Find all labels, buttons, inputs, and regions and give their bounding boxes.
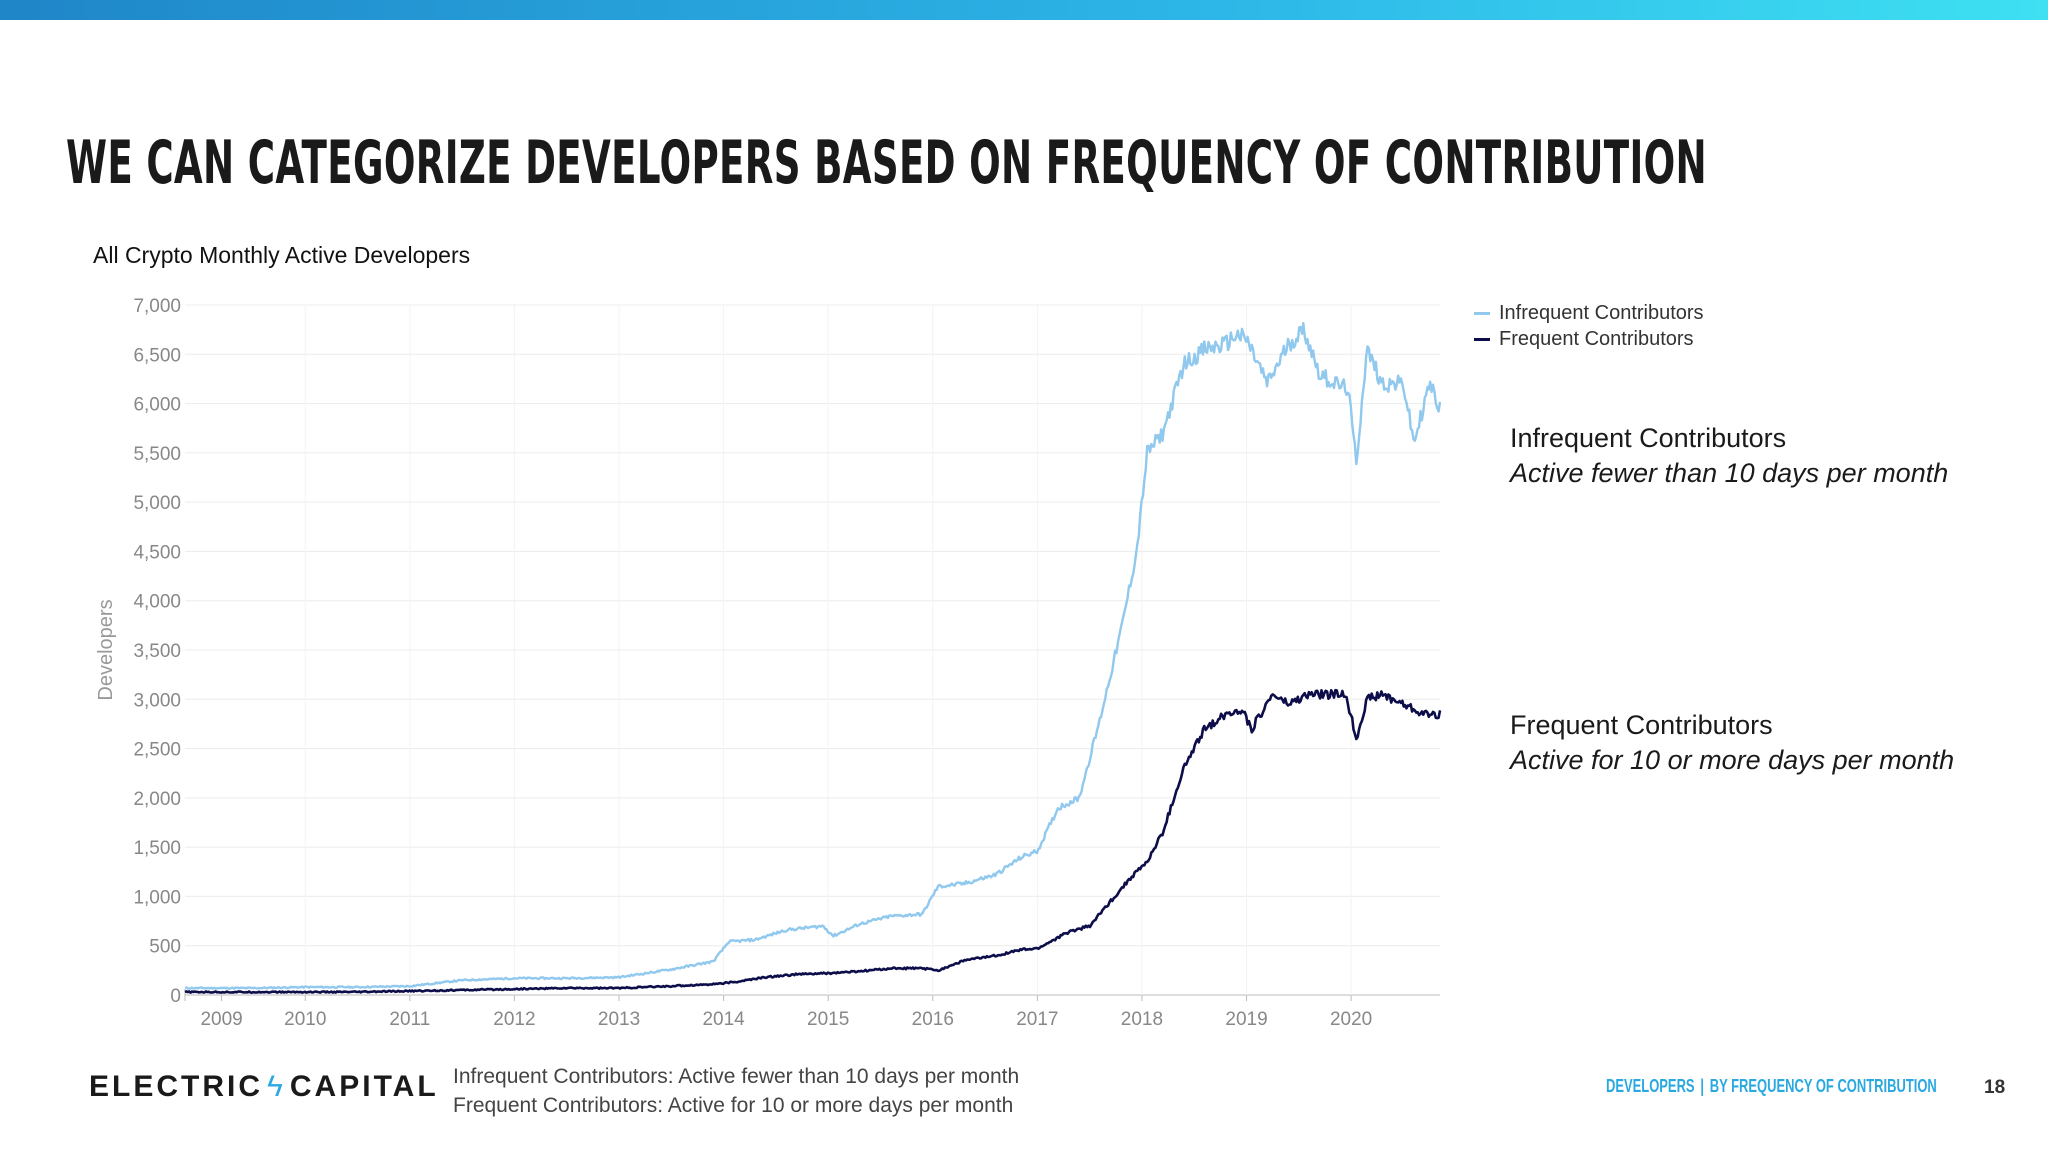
- y-tick-label: 7,000: [133, 296, 181, 317]
- x-tick-label: 2010: [284, 1009, 326, 1030]
- chart-grid: [185, 304, 1440, 996]
- x-axis-ticks: 2009 2010 2011 2012 2013 2014 2015 2016 2017 2018…: [184, 989, 1372, 1030]
- legend-label-infrequent: Infrequent Contributors: [1499, 301, 1704, 324]
- breadcrumb-page[interactable]: BY FREQUENCY OF CONTRIBUTION: [1709, 1076, 1937, 1096]
- legend-swatch-infrequent: [1474, 311, 1490, 315]
- y-tick-label: 500: [149, 937, 181, 958]
- y-tick-label: 5,000: [133, 493, 181, 514]
- y-tick-label: 6,000: [133, 395, 181, 416]
- y-tick-label: 3,000: [133, 690, 181, 711]
- y-axis-label: Developers: [95, 599, 117, 700]
- electric-capital-logo: ELECTRIC ϟ CAPITAL: [89, 1070, 439, 1104]
- y-tick-label: 4,000: [133, 592, 181, 613]
- annotation-infrequent: Infrequent Contributors Active fewer tha…: [1510, 423, 1948, 489]
- y-tick-label: 2,500: [133, 740, 181, 761]
- legend-label-frequent: Frequent Contributors: [1499, 327, 1694, 350]
- y-tick-label: 0: [170, 986, 181, 1007]
- y-axis-ticks: 0 500 1,000 1,500 2,000 2,500 3,000 3,500 4,000 4…: [133, 296, 181, 1007]
- y-tick-label: 5,500: [133, 444, 181, 465]
- y-tick-label: 1,500: [133, 838, 181, 859]
- footnote: Infrequent Contributors: Active fewer th…: [453, 1062, 1019, 1120]
- x-tick-label: 2014: [702, 1009, 745, 1030]
- annotation-infrequent-title: Infrequent Contributors: [1510, 423, 1787, 453]
- x-tick-label: 2013: [598, 1009, 640, 1030]
- x-tick-label: 2009: [200, 1009, 242, 1030]
- legend-swatch-frequent: [1474, 337, 1490, 341]
- breadcrumb-section[interactable]: DEVELOPERS: [1606, 1076, 1695, 1096]
- y-tick-label: 4,500: [133, 542, 181, 563]
- x-tick-label: 2020: [1330, 1009, 1372, 1030]
- logo-text-right: CAPITAL: [289, 1070, 439, 1103]
- breadcrumb-separator: |: [1700, 1076, 1704, 1096]
- chart-series: [184, 321, 1442, 995]
- x-tick-label: 2016: [912, 1009, 954, 1030]
- y-tick-label: 6,500: [133, 345, 181, 366]
- series-line-infrequent: [184, 321, 1442, 990]
- legend-item-frequent[interactable]: Frequent Contributors: [1474, 326, 1704, 352]
- x-tick-label: 2018: [1121, 1009, 1163, 1030]
- page-number: 18: [1984, 1077, 2006, 1098]
- x-tick-label: 2015: [807, 1009, 849, 1030]
- annotation-frequent: Frequent Contributors Active for 10 or m…: [1510, 710, 1954, 776]
- annotation-infrequent-subtitle: Active fewer than 10 days per month: [1510, 458, 1949, 488]
- top-accent-bar: [0, 0, 2048, 20]
- chart-legend: Infrequent Contributors Frequent Contrib…: [1474, 300, 1704, 352]
- y-tick-label: 1,000: [133, 887, 181, 908]
- annotation-frequent-title: Frequent Contributors: [1510, 710, 1773, 740]
- x-tick-label: 2011: [389, 1009, 430, 1030]
- legend-item-infrequent[interactable]: Infrequent Contributors: [1474, 300, 1704, 326]
- y-tick-label: 3,500: [133, 641, 181, 662]
- footnote-line-2: Frequent Contributors: Active for 10 or …: [453, 1094, 1014, 1117]
- footnote-line-1: Infrequent Contributors: Active fewer th…: [453, 1065, 1020, 1088]
- x-tick-label: 2012: [493, 1009, 535, 1030]
- x-tick-label: 2019: [1225, 1009, 1267, 1030]
- series-line-frequent: [184, 688, 1442, 995]
- annotation-frequent-subtitle: Active for 10 or more days per month: [1510, 745, 1955, 775]
- chart-title: All Crypto Monthly Active Developers: [93, 242, 471, 268]
- footer-breadcrumb: DEVELOPERS | BY FREQUENCY OF CONTRIBUTION: [1606, 1076, 1937, 1097]
- logo-text-left: ELECTRIC: [89, 1070, 263, 1103]
- x-tick-label: 2017: [1016, 1009, 1058, 1030]
- lightning-bolt-icon: ϟ: [267, 1070, 286, 1103]
- y-tick-label: 2,000: [133, 789, 181, 810]
